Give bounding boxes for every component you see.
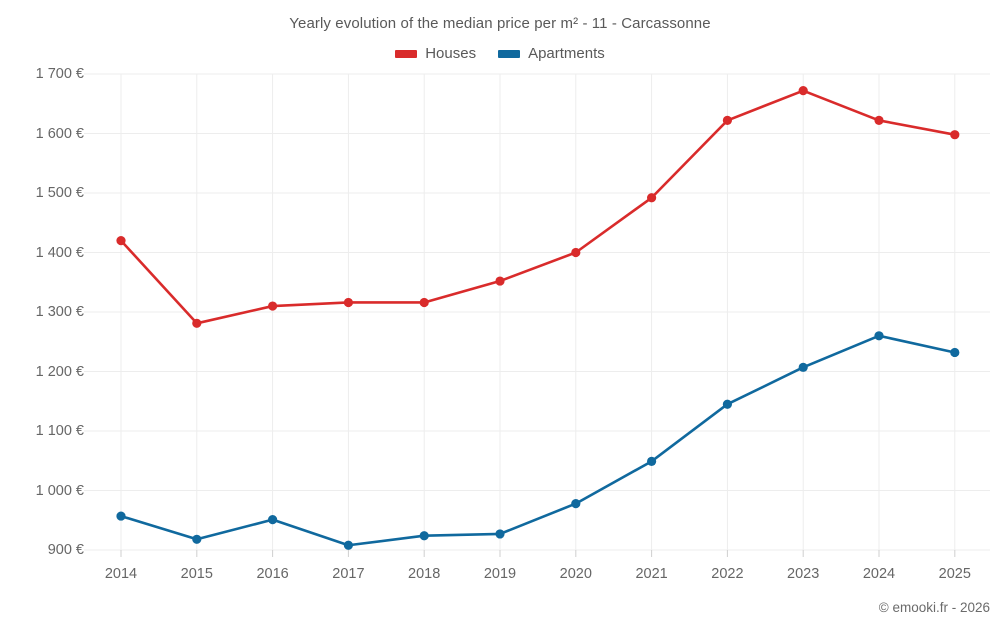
data-point[interactable] — [647, 193, 657, 203]
data-point[interactable] — [798, 362, 808, 372]
x-axis-tick-label: 2020 — [559, 566, 592, 582]
data-point[interactable] — [343, 540, 353, 550]
x-axis-tick-label: 2025 — [938, 566, 971, 582]
x-axis-tick-label: 2017 — [332, 566, 365, 582]
data-point[interactable] — [647, 456, 657, 466]
data-point[interactable] — [343, 297, 353, 308]
y-axis-tick-label: 1 100 € — [35, 423, 84, 439]
x-axis-tick-label: 2023 — [787, 566, 820, 582]
y-axis-tick-label: 1 300 € — [35, 304, 84, 320]
y-axis-tick-label: 1 200 € — [35, 363, 84, 380]
data-point[interactable] — [874, 331, 884, 341]
data-point[interactable] — [419, 531, 429, 541]
chart-plot — [84, 73, 990, 557]
legend-item-apartments[interactable]: Apartments — [498, 45, 605, 62]
series-line-houses — [119, 89, 957, 325]
data-point[interactable] — [798, 86, 808, 96]
data-point[interactable] — [722, 115, 733, 126]
chart-legend: Houses Apartments — [0, 45, 1000, 62]
y-axis-tick-label: 1 000 € — [35, 482, 84, 499]
data-point[interactable] — [571, 498, 581, 509]
data-point[interactable] — [192, 318, 202, 328]
legend-swatch-houses — [395, 49, 418, 58]
y-axis-tick-label: 1 600 € — [35, 125, 84, 142]
plot-area — [84, 73, 990, 558]
x-axis-tick-label: 2018 — [408, 566, 441, 582]
data-point[interactable] — [571, 247, 581, 258]
y-axis-tick-label: 900 € — [47, 542, 84, 558]
y-axis-tick-label: 1 700 € — [35, 66, 84, 82]
x-axis-tick-label: 2014 — [104, 566, 138, 582]
data-point[interactable] — [268, 301, 278, 311]
data-point[interactable] — [722, 399, 733, 409]
x-axis-tick-label: 2024 — [862, 566, 896, 582]
legend-label-apartments: Apartments — [528, 45, 605, 62]
data-point[interactable] — [874, 115, 884, 126]
x-axis-tick-label: 2015 — [180, 566, 213, 582]
legend-item-houses[interactable]: Houses — [395, 45, 476, 62]
data-point[interactable] — [116, 236, 126, 246]
data-point[interactable] — [116, 511, 126, 521]
x-axis-tick-label: 2022 — [711, 566, 744, 582]
data-point[interactable] — [950, 347, 960, 358]
y-axis-tick-label: 1 400 € — [35, 244, 84, 261]
data-point[interactable] — [419, 297, 429, 308]
x-axis-tick-label: 2021 — [635, 566, 668, 582]
x-axis-tick-label: 2016 — [256, 566, 289, 582]
chart-title: Yearly evolution of the median price per… — [289, 15, 711, 32]
data-point[interactable] — [268, 515, 278, 525]
data-point[interactable] — [495, 529, 505, 539]
legend-label-houses: Houses — [425, 45, 477, 62]
y-axis-tick-label: 1 500 € — [35, 185, 84, 201]
y-axis: 900 € 1 000 € 1 100 € 1 200 € 1 300 € 1 400 €… — [0, 0, 84, 625]
data-point[interactable] — [950, 130, 960, 140]
series-line-apartments — [119, 334, 957, 547]
x-axis-tick-label: 2019 — [483, 566, 517, 582]
data-point[interactable] — [495, 276, 505, 286]
data-point[interactable] — [192, 534, 202, 544]
legend-swatch-apartments — [498, 49, 521, 58]
footer-credit: © emooki.fr - 2026 — [878, 600, 990, 615]
